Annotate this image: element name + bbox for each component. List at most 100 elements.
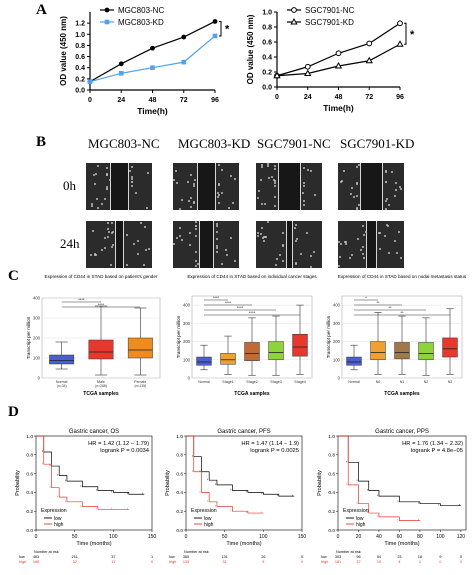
y-tick-label: 0.0 [176, 528, 183, 534]
x-tick-label: Female [134, 380, 146, 384]
cell-dot [106, 185, 108, 188]
legend-label: MGC803-NC [118, 6, 164, 15]
od-chart-sgc7901: 0 24 48 72 96 0.0 0.2 0.4 0.6 0.8 1.0 Time(h) OD val… [246, 6, 415, 113]
box-2 [394, 342, 410, 360]
risk-count: 0 [460, 560, 462, 564]
cell-dot [197, 262, 200, 265]
risk-table-header: Number at risk [34, 550, 59, 554]
cell-dot [111, 243, 114, 246]
cell-dot [296, 237, 299, 240]
column-label-mgc803-kd: MGC803-KD [178, 136, 251, 151]
risk-count: 0 [301, 560, 303, 564]
cell-dot [262, 239, 265, 242]
chart-title: Expression of CD44 in STAD based on pati… [45, 274, 158, 279]
cell-dot [275, 263, 278, 266]
risk-count: 168 [33, 560, 39, 564]
scratch-edge [366, 221, 367, 268]
x-tick-label: 20 [356, 534, 362, 540]
scratch-edge [286, 221, 287, 268]
cell-dot [181, 198, 183, 201]
cell-dot [310, 254, 313, 257]
y-tick-label: 0 [338, 376, 341, 381]
x-tick-label: 24 [117, 97, 125, 104]
data-point [118, 70, 124, 76]
scratch-edge [278, 163, 279, 210]
box-0 [49, 354, 75, 365]
x-tick-label: Stage2 [246, 380, 257, 384]
scratch-edge [382, 163, 383, 210]
cell-dot [178, 234, 181, 237]
risk-count: 0 [301, 555, 303, 559]
cell-dot [256, 232, 259, 235]
significance-label: * [410, 29, 415, 41]
cell-dot [385, 200, 387, 203]
x-tick-label: Normal [348, 380, 360, 384]
y-tick-label: 0.6 [176, 471, 183, 477]
y-tick-label: 0.2 [176, 509, 183, 515]
cell-dot [348, 256, 351, 259]
y-tick-label: 0.4 [262, 55, 272, 62]
risk-count: 18 [418, 555, 422, 559]
cell-dot [338, 265, 341, 268]
cell-dot [306, 169, 309, 172]
cell-dot [282, 232, 284, 235]
risk-count: 463 [33, 555, 39, 559]
cell-dot [137, 239, 140, 242]
risk-count: 37 [111, 555, 115, 559]
x-tick-label: 0 [275, 94, 279, 101]
cell-dot [394, 195, 397, 198]
plot-frame [185, 435, 303, 531]
series-line-1 [89, 35, 216, 83]
cell-dot [193, 179, 196, 182]
cell-dot [132, 243, 135, 246]
y-tick-label: 0.8 [328, 453, 335, 459]
significance-label: **** [249, 310, 256, 315]
cell-dot [131, 177, 133, 180]
cell-dot [299, 252, 302, 255]
scratch-edge [199, 221, 200, 268]
cell-dot [352, 196, 355, 199]
box-4 [442, 337, 458, 358]
risk-count: 0 [460, 555, 462, 559]
cell-dot [234, 260, 237, 263]
cell-dot [362, 245, 364, 248]
chart-title: Gastric cancer, OS [69, 429, 119, 435]
boxplot-stages: Expression of CD44 in STAD based on indi… [176, 274, 317, 397]
cell-dot [180, 238, 183, 241]
cell-dot [230, 174, 233, 177]
cell-dot [350, 253, 353, 256]
risk-table-header: Number at risk [184, 550, 209, 554]
data-point [335, 50, 342, 57]
legend-label: high [204, 522, 214, 528]
cell-dot [399, 186, 402, 189]
cell-dot [356, 207, 358, 210]
km-plot-os: Gastric cancer, OS 0.0 0.2 0.4 0.6 0.8 1.0 0 50 1… [15, 429, 156, 564]
cell-dot [273, 184, 276, 187]
cell-dot [136, 252, 139, 255]
risk-row-label: high [321, 560, 328, 564]
cell-dot [111, 231, 114, 234]
y-tick-label: 0.6 [26, 471, 33, 477]
y-tick-label: 0.8 [262, 25, 272, 32]
cell-dot [379, 247, 381, 250]
cell-dot [282, 244, 284, 247]
x-tick-label-n: (n=268) [95, 384, 107, 388]
cell-dot [142, 263, 145, 266]
hazard-ratio: HR = 1.47 (1.14 − 1.9) [241, 441, 299, 447]
x-tick-label: 96 [396, 94, 404, 101]
cell-dot [134, 192, 137, 195]
legend-label: low [54, 516, 62, 522]
y-tick-label: 1.0 [328, 434, 335, 440]
row-label-24h: 24h [60, 236, 80, 251]
cell-dot [193, 182, 195, 185]
x-tick-label: 80 [417, 534, 423, 540]
cell-dot [131, 184, 133, 187]
panel-letter-c: C [8, 268, 19, 284]
box-2 [244, 342, 260, 361]
plot-frame [337, 435, 467, 531]
cell-dot [216, 223, 218, 226]
risk-count: 54 [377, 555, 381, 559]
data-point [366, 40, 373, 47]
scratch-edge [360, 163, 361, 210]
cell-dot [173, 242, 175, 245]
